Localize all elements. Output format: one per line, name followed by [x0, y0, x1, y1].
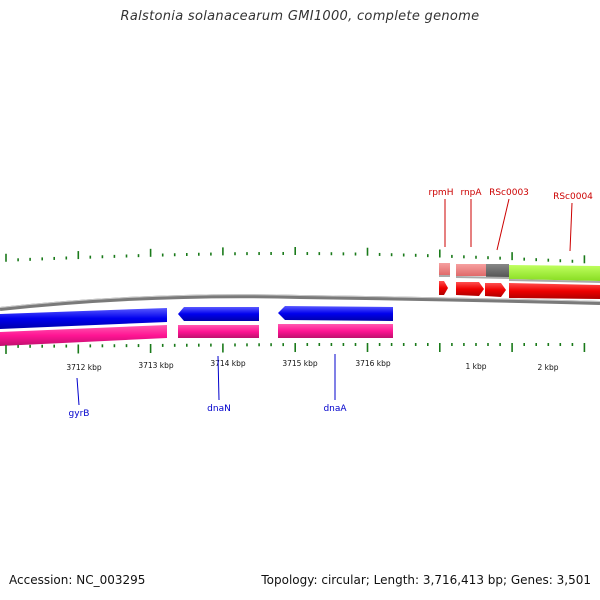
- tick-label-3714: 3714 kbp: [210, 359, 246, 368]
- cds-arrow-rpmh[interactable]: [439, 281, 448, 295]
- cds-arrow-rsc0004[interactable]: [509, 283, 600, 299]
- gene-label-dnan[interactable]: dnaN: [207, 404, 231, 414]
- tick-label-3716: 3716 kbp: [355, 359, 391, 368]
- cds-arrow-dnan[interactable]: [178, 307, 259, 321]
- forward-gene-track: [439, 263, 600, 283]
- reverse-gene-labels: [76, 354, 336, 406]
- tick-label-1kbp: 1 kbp: [465, 362, 486, 371]
- cds-arrow-gyrb[interactable]: [0, 308, 167, 329]
- tick-label-3712: 3712 kbp: [66, 363, 102, 372]
- cds-arrow-rsc0003[interactable]: [485, 283, 506, 297]
- accession-label: Accession: NC_003295: [9, 573, 146, 587]
- gene-block-rpmh[interactable]: [439, 263, 450, 275]
- gene-label-rsc0003[interactable]: RSc0003: [489, 188, 529, 198]
- gene-block-dnaa[interactable]: [278, 324, 393, 338]
- gene-block-rsc0004[interactable]: [509, 265, 600, 281]
- lower-tick-ring: [5, 343, 586, 354]
- tick-label-2kbp: 2 kbp: [537, 363, 558, 372]
- genome-summary: Topology: circular; Length: 3,716,413 bp…: [261, 573, 591, 587]
- genome-backbone: [0, 294, 600, 311]
- forward-cds-track: [439, 281, 600, 299]
- tick-label-3715: 3715 kbp: [282, 359, 318, 368]
- gene-block-dnan[interactable]: [178, 325, 259, 338]
- cds-arrow-dnaa[interactable]: [278, 306, 393, 321]
- cds-arrow-rnpa[interactable]: [456, 282, 484, 296]
- gene-label-dnaa[interactable]: dnaA: [323, 404, 347, 414]
- reverse-gene-track: [0, 324, 393, 346]
- forward-gene-labels: [444, 198, 573, 252]
- tick-label-3713: 3713 kbp: [138, 361, 174, 370]
- upper-tick-ring: [5, 246, 586, 264]
- gene-label-rpmh[interactable]: rpmH: [429, 188, 454, 198]
- reverse-cds-track: [0, 306, 393, 329]
- gene-label-rnpa[interactable]: rnpA: [460, 188, 482, 198]
- tick-labels: 3712 kbp 3713 kbp 3714 kbp 3715 kbp 3716…: [66, 359, 558, 372]
- gene-block-rsc0003[interactable]: [486, 264, 509, 277]
- gene-label-gyrb[interactable]: gyrB: [69, 409, 90, 419]
- gene-block-rnpa[interactable]: [456, 264, 486, 276]
- map-title: Ralstonia solanacearum GMI1000, complete…: [120, 9, 480, 24]
- gene-label-rsc0004[interactable]: RSc0004: [553, 192, 593, 202]
- gene-block-gyrb[interactable]: [0, 325, 167, 346]
